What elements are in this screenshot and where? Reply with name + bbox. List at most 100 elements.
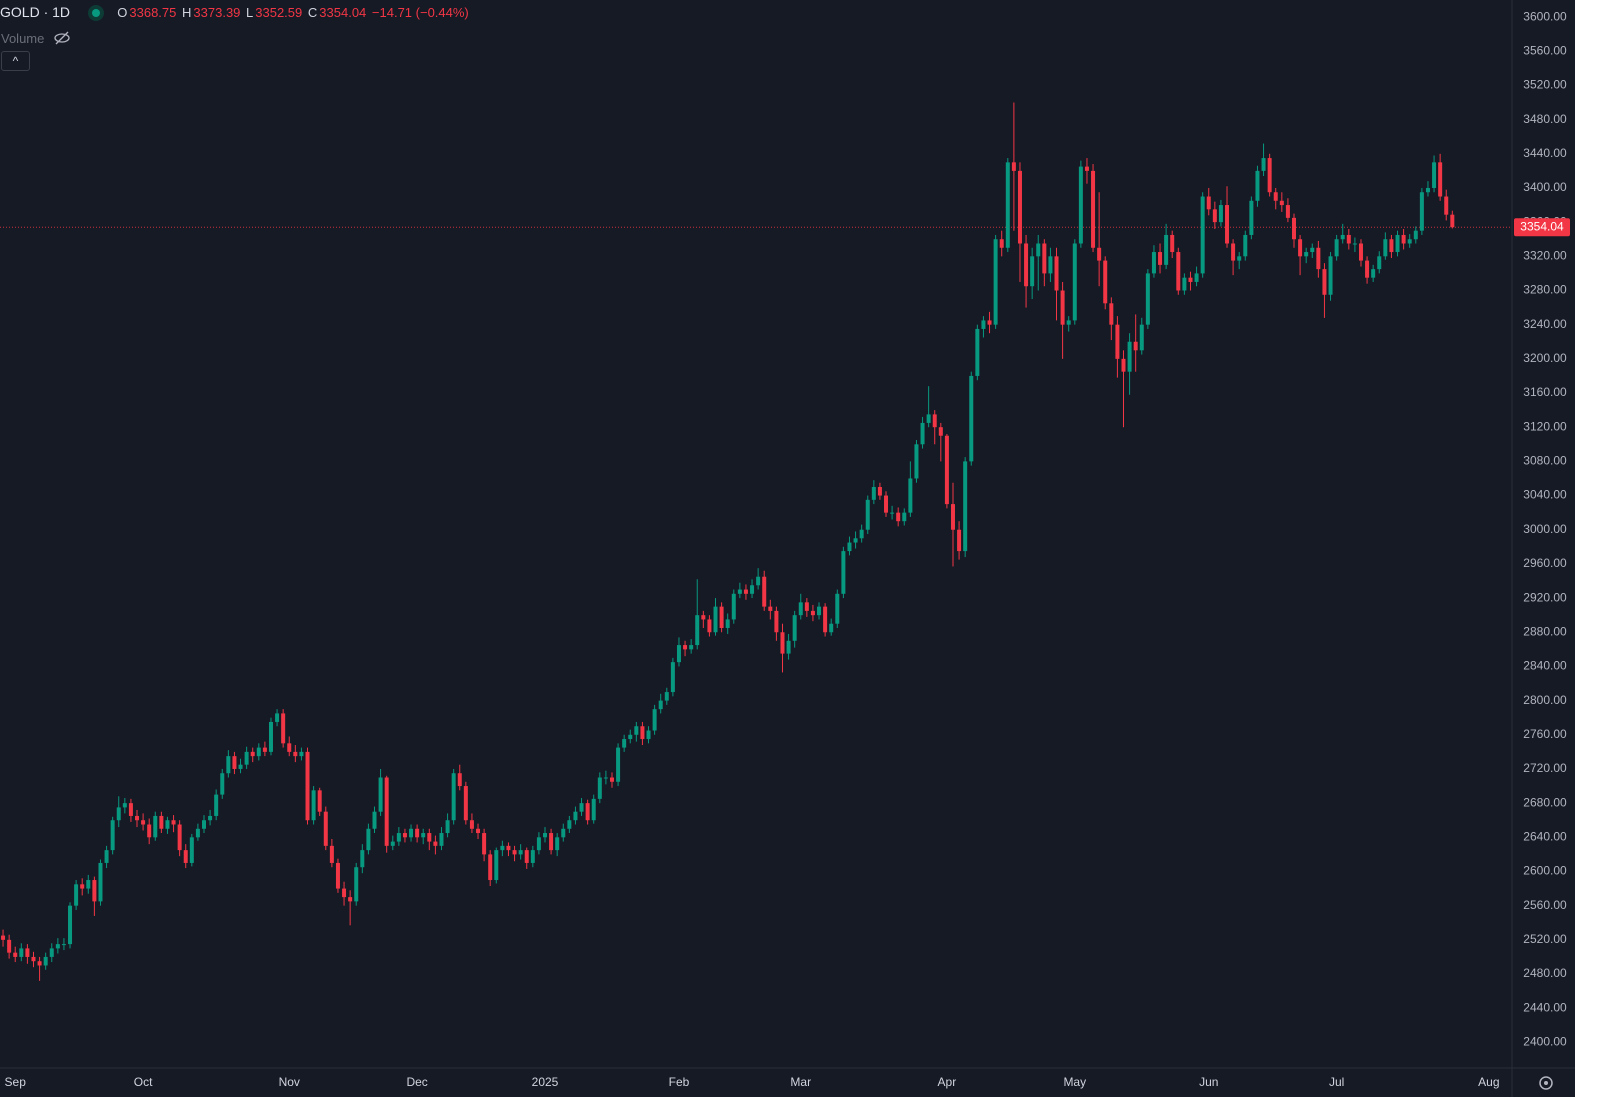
- candle-body: [244, 751, 249, 765]
- candle-body: [1261, 158, 1266, 171]
- y-tick-label: 3400.00: [1523, 180, 1567, 194]
- candle-body: [1249, 200, 1254, 235]
- candle-body: [183, 850, 188, 863]
- candle-body: [908, 478, 913, 513]
- candle-body: [323, 811, 328, 846]
- settings-icon[interactable]: [1539, 1076, 1553, 1090]
- x-tick-label: May: [1063, 1075, 1086, 1089]
- y-tick-label: 2760.00: [1523, 727, 1567, 741]
- candle-body: [975, 328, 980, 376]
- candle-body: [567, 820, 572, 829]
- candle-body: [640, 726, 645, 740]
- y-tick-label: 2880.00: [1523, 624, 1567, 638]
- candle-body: [445, 820, 450, 834]
- candle-body: [957, 529, 962, 552]
- candle-body: [573, 811, 578, 821]
- candle-body: [1389, 239, 1394, 253]
- low-value: 3352.59: [255, 5, 303, 20]
- candle-body: [354, 867, 359, 902]
- candle-body: [652, 709, 657, 731]
- y-tick-label: 3080.00: [1523, 454, 1567, 468]
- candle-body: [823, 606, 828, 633]
- candle-body: [68, 905, 73, 945]
- y-tick-label: 2400.00: [1523, 1035, 1567, 1049]
- candle-body: [658, 700, 663, 710]
- candle-body: [829, 623, 834, 633]
- y-tick-label: 2840.00: [1523, 659, 1567, 673]
- y-tick-label: 2600.00: [1523, 864, 1567, 878]
- candle-body: [774, 610, 779, 633]
- candle-body: [1, 935, 6, 940]
- candle-body: [768, 606, 773, 611]
- candle-body: [256, 747, 261, 757]
- y-tick-label: 3040.00: [1523, 488, 1567, 502]
- candle-body: [1048, 256, 1053, 274]
- hide-icon[interactable]: [54, 31, 72, 45]
- collapse-button[interactable]: ^: [1, 51, 30, 71]
- x-tick-label: Nov: [279, 1075, 300, 1089]
- y-tick-label: 3160.00: [1523, 385, 1567, 399]
- candle-body: [1401, 234, 1406, 244]
- candle-body: [1072, 243, 1077, 321]
- candle-body: [981, 320, 986, 329]
- candle-body: [390, 841, 395, 846]
- x-tick-label: 2025: [532, 1075, 559, 1089]
- candle-body: [43, 956, 48, 966]
- y-tick-label: 3000.00: [1523, 522, 1567, 536]
- candle-body: [116, 807, 121, 821]
- candle-body: [591, 798, 596, 821]
- candle-body: [646, 730, 651, 740]
- candle-body: [37, 961, 42, 966]
- candle-body: [585, 803, 590, 821]
- candle-body: [853, 538, 858, 543]
- candle-body: [171, 820, 176, 825]
- candle-body: [1127, 341, 1132, 372]
- candle-body: [963, 461, 968, 552]
- candle-body: [1395, 234, 1400, 253]
- candle-body: [579, 803, 584, 812]
- candle-body: [902, 512, 907, 522]
- candle-body: [932, 414, 937, 428]
- candle-body: [549, 833, 554, 851]
- candle-body: [61, 944, 66, 946]
- y-tick-label: 2520.00: [1523, 932, 1567, 946]
- candle-body: [616, 747, 621, 782]
- candle-body: [1334, 239, 1339, 257]
- candle-body: [1054, 256, 1059, 291]
- y-tick-label: 2720.00: [1523, 761, 1567, 775]
- low-label: L: [246, 5, 254, 20]
- symbol[interactable]: GOLD · 1D: [0, 4, 71, 20]
- candle-body: [1352, 243, 1357, 245]
- candle-body: [1340, 234, 1345, 240]
- candle-body: [317, 790, 322, 812]
- candle-body: [177, 824, 182, 851]
- y-tick-label: 2640.00: [1523, 829, 1567, 843]
- candle-body: [1322, 269, 1327, 295]
- indicator-name[interactable]: Volume: [1, 31, 45, 46]
- candle-body: [159, 815, 164, 829]
- candle-body: [1066, 320, 1071, 325]
- candle-body: [384, 777, 389, 846]
- high-label: H: [182, 5, 192, 20]
- candle-body: [1115, 324, 1120, 359]
- candle-body: [1267, 158, 1272, 193]
- candle-body: [1419, 192, 1424, 231]
- legend: GOLD · 1D O 3368.75 H 3373.39 L 3352.59 C 33…: [0, 4, 471, 20]
- open-label: O: [117, 5, 128, 20]
- candle-body: [396, 833, 401, 842]
- y-tick-label: 3600.00: [1523, 9, 1567, 23]
- settings-gear: [1539, 1076, 1553, 1090]
- y-tick-label: 2440.00: [1523, 1000, 1567, 1014]
- candle-body: [920, 422, 925, 445]
- candle-body: [1151, 252, 1156, 274]
- candle-body: [1377, 256, 1382, 270]
- settings-hub: [1544, 1081, 1548, 1085]
- change: −14.71 (−0.44%): [371, 5, 469, 20]
- eye: [54, 33, 70, 43]
- candle-body: [311, 790, 316, 821]
- x-tick-label: Sep: [5, 1075, 27, 1089]
- candle-body: [1407, 239, 1412, 244]
- x-tick-label: Aug: [1478, 1075, 1499, 1089]
- candle-body: [762, 576, 767, 607]
- candle-body: [335, 862, 340, 889]
